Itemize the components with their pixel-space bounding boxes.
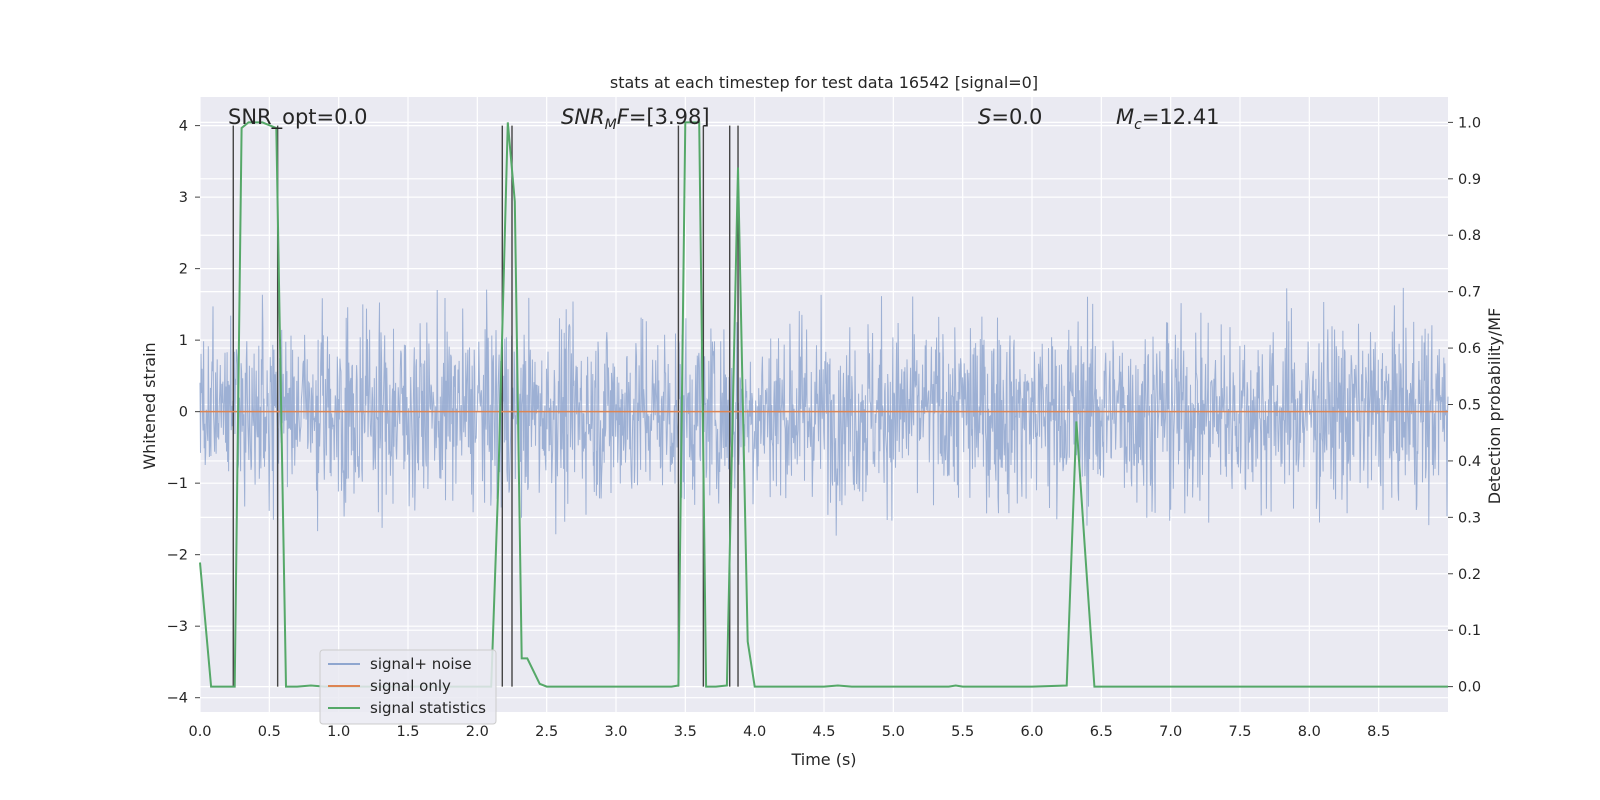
x-tick-label: 4.0	[743, 724, 766, 740]
mc-value: =12.41	[1142, 105, 1220, 129]
annotation-s: S=0.0	[978, 105, 1042, 129]
snr-mf-value: =[3.98]	[629, 105, 710, 129]
annotation-mc: Mc=12.41	[1116, 105, 1220, 133]
y-tick-label: −2	[167, 548, 188, 564]
y-right-tick-label: 0.7	[1458, 285, 1481, 301]
x-tick-label: 4.5	[812, 724, 835, 740]
x-tick-label: 8.5	[1367, 724, 1390, 740]
x-tick-label: 5.0	[882, 724, 905, 740]
y-axis-label-right: Detection probability/MF	[1485, 308, 1504, 505]
x-tick-label: 0.0	[188, 724, 211, 740]
chart-title: stats at each timestep for test data 165…	[610, 73, 1038, 92]
series-lines	[199, 121, 1448, 688]
y-tick-label: 1	[179, 333, 188, 349]
legend-label-statistics: signal statistics	[370, 699, 486, 717]
legend: signal+ noise signal only signal statist…	[319, 649, 497, 725]
annotation-snr-mf: SNRMF=[3.98]	[561, 105, 710, 133]
x-ticks: 0.0 0.5 1.0 1.5 2.0 2.5 3.0 3.5 4.0 4.5 5.0 5.5 6.0 6…	[188, 724, 1390, 740]
y-tick-label: −3	[167, 619, 188, 635]
y-right-tick-label: 0.9	[1458, 172, 1481, 188]
y-right-tick-label: 0.1	[1458, 623, 1481, 639]
y-right-tick-label: 0.5	[1458, 398, 1481, 414]
legend-box	[319, 649, 497, 725]
mc-symbol: M	[1116, 105, 1134, 129]
snr-mf-subscript: M	[605, 117, 617, 133]
y-right-tick-label: 0.0	[1458, 680, 1481, 696]
x-tick-label: 2.5	[535, 724, 558, 740]
y-tick-label: −4	[167, 691, 188, 707]
y-ticks-right: 0.0 0.1 0.2 0.3 0.4 0.5 0.6 0.7 0.8 0.9 1.0	[1448, 115, 1481, 696]
y-right-tick-label: 0.8	[1458, 228, 1481, 244]
y-tick-label: 3	[179, 190, 188, 206]
x-tick-label: 3.5	[674, 724, 697, 740]
x-tick-label: 8.0	[1298, 724, 1321, 740]
snr-mf-symbol: SNR	[561, 105, 605, 129]
y-right-tick-label: 0.6	[1458, 341, 1481, 357]
x-tick-label: 2.0	[466, 724, 489, 740]
x-tick-label: 7.5	[1228, 724, 1251, 740]
x-tick-label: 3.0	[604, 724, 627, 740]
x-tick-label: 0.5	[258, 724, 281, 740]
y-tick-label: 0	[179, 405, 188, 421]
y-right-tick-label: 0.3	[1458, 510, 1481, 526]
grid	[199, 97, 1448, 712]
s-symbol: S	[978, 105, 991, 129]
y-tick-label: 4	[179, 119, 188, 135]
y-right-tick-label: 0.4	[1458, 454, 1481, 470]
x-tick-label: 1.0	[327, 724, 350, 740]
y-tick-label: 2	[179, 262, 188, 278]
mc-subscript: c	[1134, 117, 1142, 133]
y-right-tick-label: 0.2	[1458, 567, 1481, 583]
legend-label-signal-only: signal only	[370, 677, 451, 695]
x-tick-label: 6.5	[1090, 724, 1113, 740]
x-axis-label: Time (s)	[790, 750, 856, 769]
legend-label-noise: signal+ noise	[370, 655, 472, 673]
y-ticks: −4 −3 −2 −1 0 1 2 3 4	[167, 119, 200, 707]
s-value: =0.0	[991, 105, 1042, 129]
annotation-snr-opt: SNR_opt=0.0	[228, 105, 368, 130]
x-tick-label: 7.0	[1159, 724, 1182, 740]
series-signal-noise	[199, 287, 1449, 536]
x-tick-label: 5.5	[951, 724, 974, 740]
y-axis-label: Whitened strain	[140, 342, 159, 469]
y-right-tick-label: 1.0	[1458, 115, 1481, 131]
signal-noise-line	[199, 287, 1449, 536]
x-tick-label: 6.0	[1020, 724, 1043, 740]
signal-statistics-line	[199, 121, 1448, 688]
y-tick-label: −1	[167, 476, 188, 492]
snr-mf-symbol-2: F	[617, 105, 630, 129]
x-tick-label: 1.5	[396, 724, 419, 740]
